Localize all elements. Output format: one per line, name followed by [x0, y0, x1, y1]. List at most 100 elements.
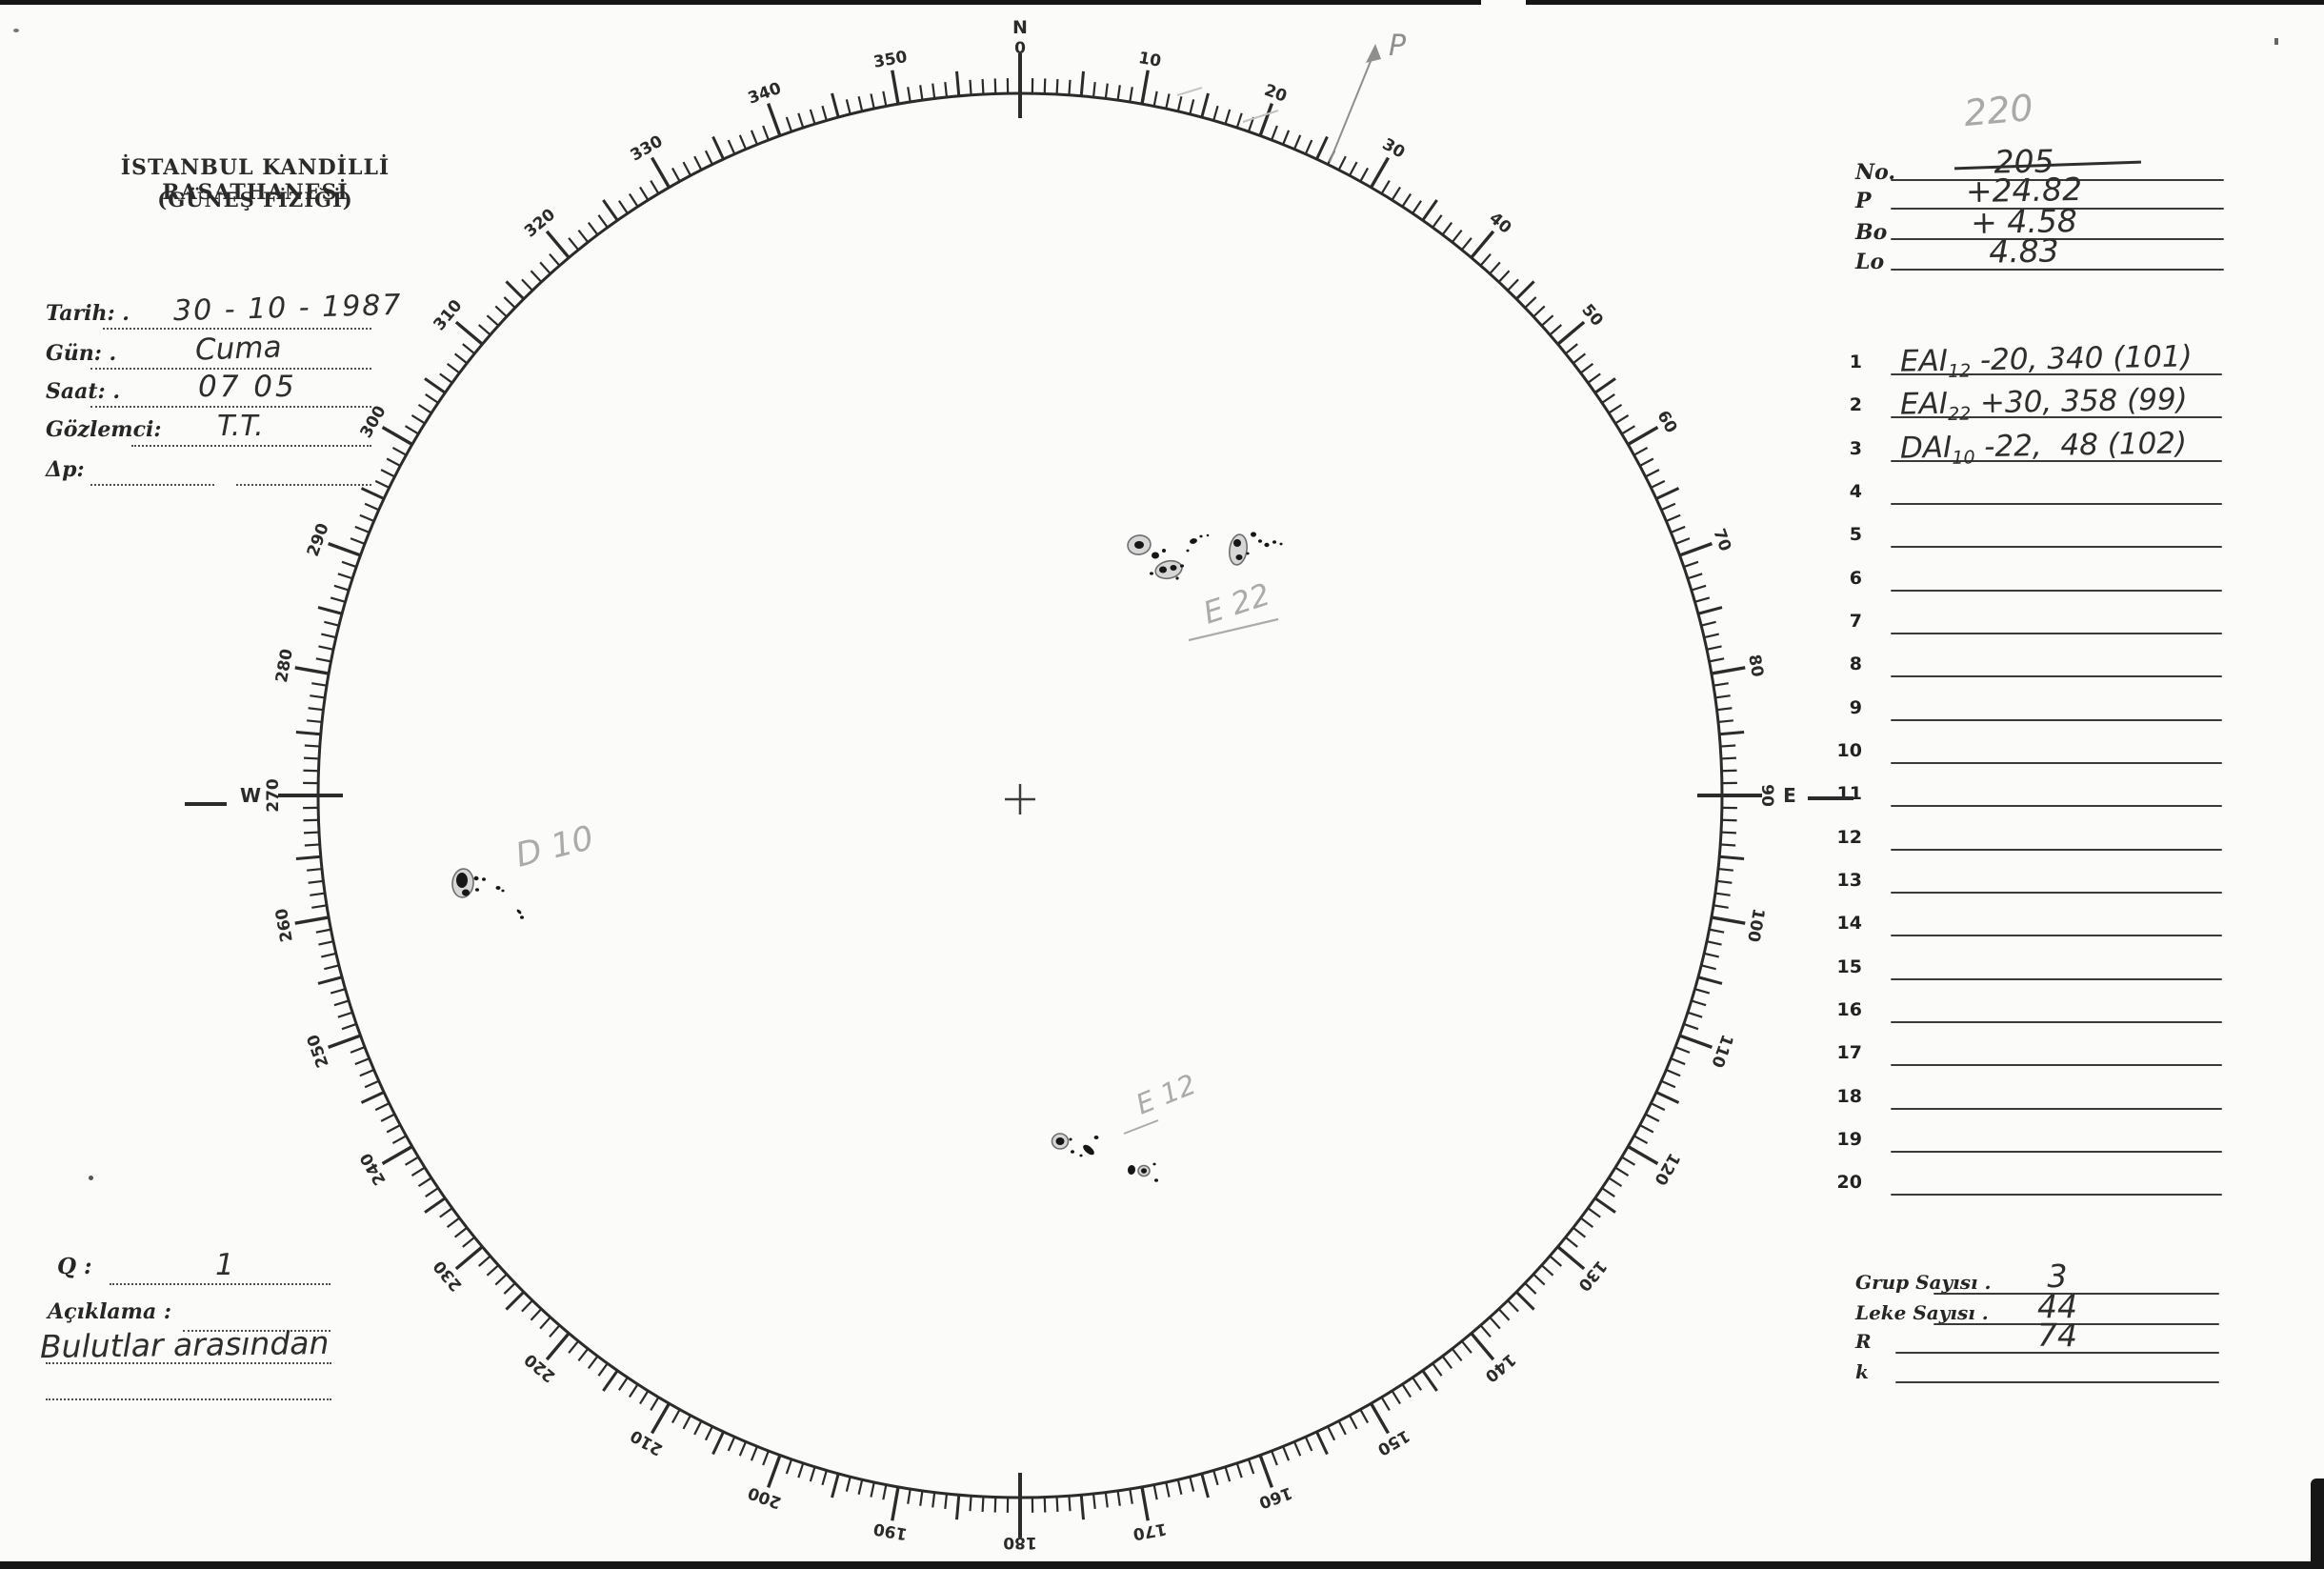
degree-tick: [1633, 1135, 1649, 1145]
degree-tick: [1678, 542, 1713, 557]
degree-tick: [577, 1348, 590, 1362]
degree-tick: [870, 93, 875, 110]
degree-tick: [315, 928, 331, 934]
observation-row-number: 10: [1836, 740, 1862, 761]
degree-tick: [969, 1496, 972, 1512]
degree-tick: [639, 186, 650, 201]
degree-label: 260: [272, 907, 297, 944]
degree-tick: [944, 1493, 949, 1509]
degree-tick: [704, 150, 713, 166]
degree-label: 170: [1132, 1519, 1169, 1543]
degree-tick: [1515, 1291, 1535, 1311]
degree-tick: [386, 1124, 401, 1134]
compass-north-label: N: [1012, 17, 1028, 38]
observation-row-line: [1891, 719, 2222, 721]
degree-tick: [1717, 867, 1733, 872]
observation-row-line: [1891, 633, 2222, 634]
degree-tick: [1421, 1369, 1438, 1392]
degree-tick: [454, 1245, 484, 1271]
degree-tick: [711, 1431, 725, 1456]
degree-tick: [1601, 1187, 1615, 1197]
degree-tick: [1678, 1034, 1713, 1049]
degree-tick: [797, 1462, 805, 1478]
summary-label: R: [1855, 1330, 1872, 1353]
degree-tick: [1683, 560, 1699, 569]
degree-tick: [505, 1291, 525, 1311]
degree-tick: [424, 377, 447, 394]
degree-tick: [350, 537, 366, 545]
degree-tick: [317, 606, 343, 615]
degree-tick: [359, 1068, 375, 1077]
sunspot-umbra: [1152, 552, 1159, 559]
degree-tick: [1714, 892, 1731, 896]
degree-tick: [857, 1478, 864, 1495]
sunspot-umbra: [473, 875, 479, 881]
degree-tick: [486, 1264, 500, 1277]
degree-tick: [324, 964, 340, 971]
observation-row-number: 2: [1849, 394, 1862, 415]
degree-tick: [1549, 1255, 1563, 1267]
degree-tick: [602, 199, 619, 222]
scan-speck: [2274, 38, 2278, 45]
degree-tick: [477, 324, 491, 336]
degree-tick: [307, 867, 323, 872]
sunspot-umbra: [482, 877, 486, 881]
degree-tick: [315, 657, 331, 663]
degree-tick: [762, 1450, 770, 1466]
degree-tick: [417, 1177, 432, 1188]
degree-tick: [785, 116, 793, 132]
sunspot-umbra: [1206, 533, 1210, 537]
q-value: 1: [215, 1248, 234, 1282]
degree-tick: [1304, 1436, 1313, 1452]
degree-tick: [310, 694, 326, 699]
degree-tick: [303, 756, 320, 760]
degree-tick: [738, 1440, 748, 1457]
degree-tick: [738, 134, 748, 151]
degree-tick: [1700, 620, 1716, 627]
degree-tick: [1079, 1495, 1085, 1520]
degree-tick: [1479, 1324, 1492, 1338]
degree-tick: [1683, 1022, 1699, 1031]
degree-tick: [651, 156, 671, 189]
sunspot-penumbra: [1229, 533, 1248, 566]
observation-row-number: 20: [1836, 1172, 1862, 1193]
degree-tick: [321, 952, 337, 958]
degree-tick: [1489, 261, 1501, 275]
degree-tick: [1540, 314, 1554, 327]
sunspot-umbra: [495, 886, 501, 890]
degree-tick: [671, 167, 681, 182]
degree-tick: [1565, 1236, 1578, 1248]
degree-tick: [1691, 584, 1707, 592]
degree-tick: [1092, 1493, 1096, 1509]
degree-tick: [453, 352, 468, 365]
degree-tick: [821, 1470, 828, 1486]
observation-row-number: 1: [1849, 352, 1862, 372]
degree-tick: [1533, 305, 1546, 318]
degree-label: 300: [357, 402, 391, 441]
degree-tick: [439, 1207, 453, 1218]
observation-row-line: [1891, 762, 2222, 764]
degree-tick: [1700, 964, 1716, 971]
degree-tick: [767, 1454, 782, 1488]
degree-tick: [1660, 1079, 1676, 1089]
degree-tick: [545, 230, 571, 259]
degree-tick: [1711, 915, 1746, 925]
degree-tick: [304, 843, 320, 847]
degree-tick: [907, 1488, 912, 1504]
degree-tick: [341, 560, 357, 569]
degree-tick: [1507, 278, 1519, 292]
degree-tick: [1697, 606, 1723, 615]
degree-tick: [1533, 1273, 1546, 1286]
degree-tick: [762, 125, 770, 141]
degree-tick: [1650, 479, 1666, 489]
degree-tick: [1709, 657, 1725, 663]
observer-line: [131, 445, 371, 447]
degree-tick: [294, 915, 330, 925]
degree-tick: [311, 682, 328, 687]
degree-tick: [750, 130, 758, 146]
observation-row-number: 18: [1836, 1086, 1862, 1107]
degree-tick: [932, 1492, 936, 1508]
degree-tick: [308, 879, 324, 884]
degree-tick: [303, 769, 319, 773]
degree-tick: [1674, 1046, 1691, 1054]
